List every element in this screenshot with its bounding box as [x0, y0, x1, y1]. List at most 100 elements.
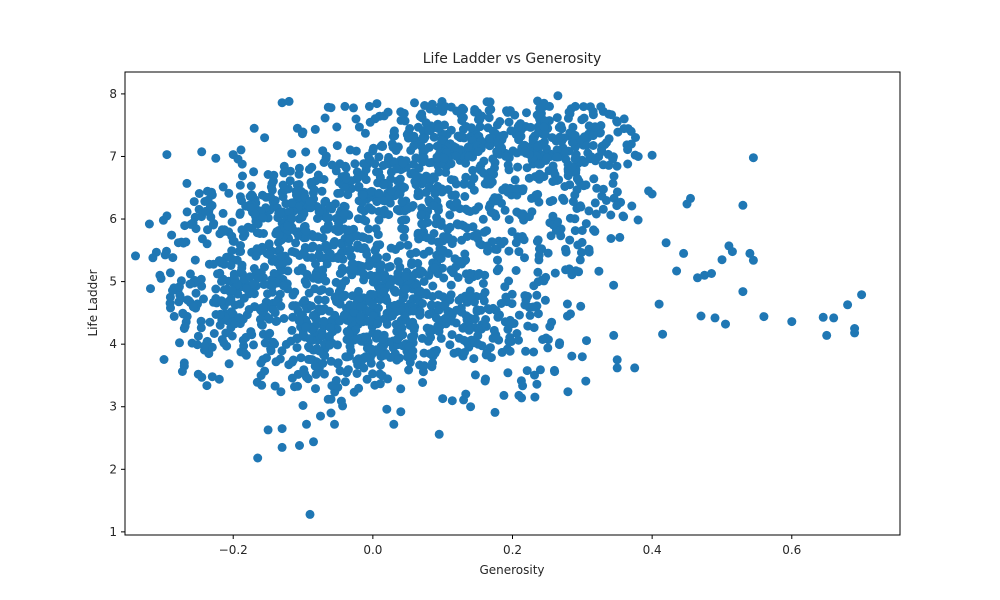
data-point — [461, 172, 471, 182]
data-point — [563, 387, 573, 397]
data-point — [529, 347, 539, 357]
data-point — [323, 394, 333, 404]
data-point — [401, 284, 410, 294]
data-point — [577, 226, 587, 235]
data-point — [265, 328, 275, 338]
data-point — [182, 207, 192, 217]
y-tick-label: 6 — [109, 212, 117, 226]
data-point — [590, 198, 600, 208]
data-point — [275, 354, 285, 364]
data-point — [397, 216, 407, 226]
data-point — [191, 224, 201, 234]
data-point — [356, 311, 365, 321]
data-point — [310, 284, 320, 294]
data-point — [266, 192, 276, 202]
data-point — [425, 349, 435, 359]
data-point — [452, 219, 462, 229]
data-point — [255, 314, 265, 324]
data-point — [396, 407, 406, 417]
data-point — [513, 162, 523, 172]
data-point — [415, 306, 425, 316]
data-point — [469, 185, 479, 195]
data-point — [205, 317, 215, 327]
data-point — [481, 315, 491, 324]
data-point — [237, 225, 247, 235]
data-point — [829, 313, 839, 323]
data-point — [532, 290, 542, 300]
data-point — [317, 306, 327, 316]
data-point — [540, 130, 550, 140]
data-point — [179, 238, 188, 248]
data-point — [429, 229, 439, 238]
data-point — [455, 256, 465, 266]
data-point — [197, 372, 207, 382]
data-point — [552, 152, 562, 162]
data-point — [545, 322, 555, 331]
data-point — [314, 244, 324, 253]
data-point — [249, 123, 259, 133]
data-point — [167, 230, 177, 240]
data-point — [318, 233, 328, 243]
data-point — [344, 225, 354, 235]
x-tick-label: 0.4 — [643, 543, 662, 557]
data-point — [532, 379, 542, 389]
data-point — [494, 335, 504, 345]
data-point — [397, 197, 407, 207]
data-point — [199, 294, 208, 304]
chart-title: Life Ladder vs Generosity — [423, 51, 602, 67]
data-point — [539, 122, 549, 132]
data-point — [413, 258, 423, 268]
data-point — [185, 279, 195, 289]
data-point — [291, 190, 301, 200]
data-point — [211, 153, 221, 163]
data-point — [566, 309, 575, 319]
data-point — [358, 269, 368, 279]
data-point — [235, 208, 245, 218]
data-point — [405, 124, 415, 133]
data-point — [603, 149, 613, 159]
data-point — [357, 197, 367, 207]
data-point — [324, 331, 334, 341]
data-point — [822, 330, 832, 340]
data-point — [202, 381, 212, 391]
data-point — [463, 142, 473, 152]
data-point — [305, 343, 314, 353]
data-point — [434, 123, 444, 133]
data-point — [577, 248, 586, 257]
data-point — [260, 338, 270, 348]
data-point — [619, 212, 629, 222]
data-point — [384, 152, 394, 162]
data-point — [424, 309, 434, 319]
data-point — [482, 97, 492, 107]
data-point — [366, 344, 376, 354]
data-point — [193, 331, 203, 341]
data-point — [178, 309, 188, 319]
data-point — [582, 336, 591, 346]
data-point — [290, 382, 299, 392]
data-point — [460, 249, 470, 259]
data-point — [452, 305, 461, 315]
data-point — [493, 139, 503, 149]
data-point — [436, 254, 446, 263]
data-point — [295, 441, 304, 450]
data-point — [568, 197, 578, 207]
data-point — [416, 210, 426, 220]
y-axis-label: Life Ladder — [86, 269, 100, 336]
data-point — [443, 224, 453, 234]
data-point — [368, 369, 378, 379]
data-point — [334, 219, 344, 229]
data-point — [631, 133, 640, 142]
data-point — [461, 122, 471, 131]
data-point — [672, 266, 682, 276]
data-point — [279, 281, 289, 291]
data-point — [609, 330, 619, 340]
data-point — [391, 146, 401, 155]
data-point — [383, 374, 393, 384]
data-point — [275, 289, 285, 299]
data-point — [520, 291, 530, 301]
data-point — [482, 347, 492, 357]
data-point — [374, 188, 384, 198]
data-point — [207, 372, 217, 382]
data-point — [335, 299, 345, 309]
data-point — [287, 149, 297, 159]
